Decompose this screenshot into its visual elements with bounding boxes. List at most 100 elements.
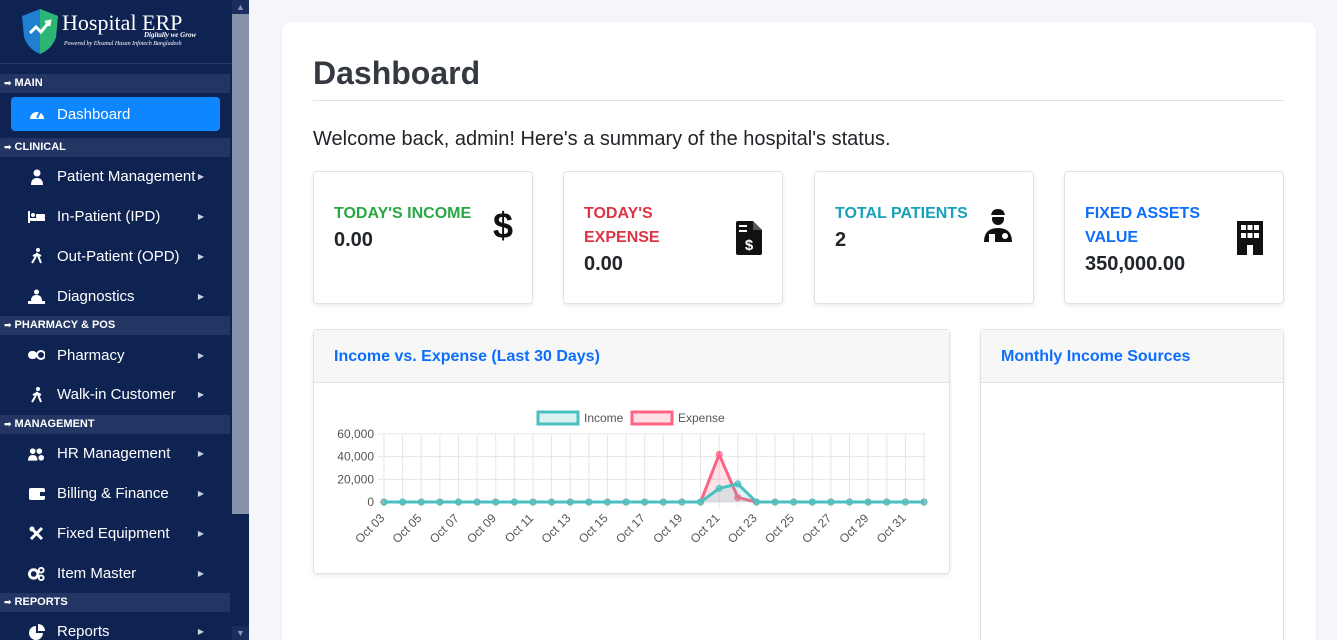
walking-icon [28, 386, 45, 403]
caret-right-icon: ▶ [197, 627, 204, 637]
data-point [678, 498, 686, 506]
data-point [846, 498, 854, 506]
sidebar-item-label: Dashboard [57, 105, 131, 123]
caret-right-icon: ▶ [197, 488, 204, 498]
data-point [715, 484, 723, 492]
stat-card-income: TODAY'S INCOME 0.00 $ [313, 171, 533, 304]
caret-right-icon: ▶ [197, 350, 204, 360]
data-point [920, 498, 928, 506]
sidebar-item-dashboard[interactable]: Dashboard [11, 97, 220, 131]
caret-right-icon: ▶ [197, 212, 204, 222]
caret-right-icon: ▶ [197, 251, 204, 261]
sidebar-item-label: Walk-in Customer [57, 386, 176, 404]
legend-label: Expense [678, 411, 725, 425]
stat-label: TODAY'S EXPENSE [584, 205, 660, 246]
scroll-down-icon[interactable]: ▼ [232, 626, 249, 640]
stat-label: FIXED ASSETS VALUE [1085, 205, 1200, 246]
caret-right-icon: ▶ [197, 390, 204, 400]
x-tick-label: Oct 13 [539, 511, 574, 546]
caret-right-icon: ▶ [197, 449, 204, 459]
sidebar-item-opd[interactable]: Out-Patient (OPD) ▶ [0, 237, 232, 277]
stat-card-expense: TODAY'S EXPENSE 0.00 $ [563, 171, 783, 304]
data-point [808, 498, 816, 506]
monthly-income-panel: Monthly Income Sources [980, 329, 1284, 640]
x-tick-label: Oct 23 [725, 511, 760, 546]
caret-right-icon: ▶ [197, 291, 204, 301]
sidebar-item-label: Billing & Finance [57, 484, 169, 502]
data-point [827, 498, 835, 506]
sidebar-item-reports[interactable]: Reports ▶ [0, 612, 232, 640]
x-tick-label: Oct 29 [837, 511, 872, 546]
invoice-dollar-icon: $ [736, 221, 762, 255]
stat-card-assets: FIXED ASSETS VALUE 350,000.00 [1064, 171, 1284, 304]
sidebar-item-ipd[interactable]: In-Patient (IPD) ▶ [0, 197, 232, 237]
x-tick-label: Oct 17 [613, 511, 648, 546]
section-clinical: ➡ CLINICAL [0, 138, 230, 157]
data-point [548, 498, 556, 506]
section-pharmacy: ➡ PHARMACY & POS [0, 316, 230, 336]
stat-card-patients: TOTAL PATIENTS 2 [814, 171, 1034, 304]
data-point [603, 498, 611, 506]
sidebar-item-hr[interactable]: HR Management ▶ [0, 434, 232, 474]
data-point [529, 498, 537, 506]
sidebar-item-billing[interactable]: Billing & Finance ▶ [0, 474, 232, 514]
sidebar-item-patient-management[interactable]: Patient Management ▶ [0, 157, 232, 197]
series-line [384, 450, 924, 504]
data-point [697, 498, 705, 506]
x-tick-label: Oct 05 [390, 511, 425, 546]
x-tick-label: Oct 09 [464, 511, 499, 546]
panel-title: Income vs. Expense (Last 30 Days) [314, 330, 949, 383]
user-injured-icon [984, 209, 1012, 242]
series-area [384, 454, 924, 502]
building-icon [1237, 221, 1263, 255]
x-tick-label: Oct 27 [799, 511, 834, 546]
sidebar-item-label: Patient Management [57, 168, 196, 186]
sidebar-item-pharmacy[interactable]: Pharmacy ▶ [0, 335, 232, 375]
sidebar-item-diagnostics[interactable]: Diagnostics ▶ [0, 276, 232, 316]
x-tick-label: Oct 25 [762, 511, 797, 546]
caret-right-icon: ▶ [197, 172, 204, 182]
data-point [566, 498, 574, 506]
legend-label: Income [584, 411, 624, 425]
brand-name: Hospital ERP [62, 10, 183, 35]
scrollbar-thumb[interactable] [232, 14, 249, 514]
sidebar-item-equipment[interactable]: Fixed Equipment ▶ [0, 513, 232, 553]
brand[interactable]: Hospital ERP Digitally we Grow Powered b… [0, 0, 232, 64]
data-point [752, 498, 760, 506]
data-point [901, 498, 909, 506]
data-point [473, 498, 481, 506]
data-point [790, 498, 798, 506]
x-tick-label: Oct 21 [688, 511, 723, 546]
data-point [436, 498, 444, 506]
legend-swatch [536, 410, 580, 426]
page-title: Dashboard [313, 55, 481, 91]
users-cog-icon [28, 445, 45, 462]
data-point [659, 498, 667, 506]
stat-value: 0.00 [584, 253, 623, 275]
brand-powered: Powered by Ehsanul Hasan Infotech Bangla… [64, 41, 182, 47]
data-point [883, 498, 891, 506]
bed-icon [28, 208, 45, 225]
scroll-up-icon[interactable]: ▲ [232, 0, 249, 14]
series-line [384, 482, 924, 504]
dollar-icon: $ [493, 208, 513, 242]
user-injured-icon [28, 168, 45, 185]
sidebar-item-walkin[interactable]: Walk-in Customer ▶ [0, 375, 232, 415]
data-point [622, 498, 630, 506]
stat-label: TODAY'S INCOME [334, 205, 472, 222]
data-point [734, 480, 742, 488]
chart-pie-icon [28, 623, 45, 640]
sidebar-item-label: Pharmacy [57, 346, 125, 364]
pills-icon [28, 347, 45, 364]
sidebar-item-item-master[interactable]: Item Master ▶ [0, 553, 232, 593]
y-tick-label: 20,000 [337, 472, 374, 486]
sidebar-scrollbar[interactable]: ▲ ▼ [232, 0, 249, 640]
data-point [417, 498, 425, 506]
sidebar-item-label: In-Patient (IPD) [57, 208, 161, 226]
sidebar-item-label: Diagnostics [57, 287, 135, 305]
series-area [384, 483, 924, 502]
data-point [585, 498, 593, 506]
stat-value: 2 [835, 229, 847, 251]
wallet-icon [28, 485, 45, 502]
